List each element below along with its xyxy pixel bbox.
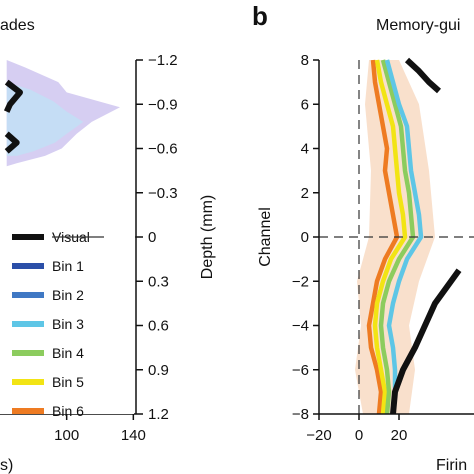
- panel-a-x-label: s): [0, 457, 13, 474]
- depth-tick-label: 0.3: [148, 273, 169, 290]
- depth-tick-label: −0.9: [148, 96, 178, 113]
- y-tick-label: 8: [301, 52, 309, 69]
- legend-label: Bin 5: [52, 374, 84, 390]
- y-tick-label: −6: [292, 362, 309, 379]
- legend-label: Bin 4: [52, 345, 84, 361]
- y-tick-label: 2: [301, 185, 309, 202]
- x-tick-label: 140: [121, 427, 146, 444]
- series-line-visual: [390, 268, 462, 415]
- panel-a-depth-label: Depth (mm): [199, 195, 216, 279]
- legend-label: Bin 6: [52, 403, 84, 419]
- x-tick-label: 0: [355, 427, 363, 444]
- x-tick-label: −20: [306, 427, 331, 444]
- legend-label: Bin 2: [52, 287, 84, 303]
- panel-a-band-2: [6, 82, 84, 156]
- y-tick-label: 6: [301, 96, 309, 113]
- x-tick-label: 20: [391, 427, 408, 444]
- legend-label: Bin 3: [52, 316, 84, 332]
- x-tick-label: 100: [54, 427, 79, 444]
- y-tick-label: −4: [292, 318, 309, 335]
- panel-a-title: ades: [0, 17, 35, 34]
- panel-a-visual-line-1: [3, 79, 23, 113]
- panel-a: ades −1.2 −0.9 −0.6 −0.3 0 0.3 0.6 0.9 1.2 100 14…: [0, 17, 216, 474]
- series-line-visual: [404, 57, 441, 94]
- series-line-bin-5: [372, 59, 408, 415]
- depth-tick-label: 0: [148, 229, 156, 246]
- panel-b-y-label: Channel: [257, 207, 274, 267]
- y-tick-label: −8: [292, 406, 309, 423]
- y-tick-label: −2: [292, 273, 309, 290]
- depth-tick-label: 0.6: [148, 318, 169, 335]
- legend-label: Bin 1: [52, 258, 84, 274]
- depth-tick-label: −0.3: [148, 185, 178, 202]
- panel-b-title: Memory-gui: [376, 17, 460, 34]
- depth-tick-label: 0.9: [148, 362, 169, 379]
- series-line-bin-3: [384, 59, 424, 415]
- panel-b-label: b: [252, 1, 268, 31]
- panel-b-x-label: Firin: [436, 457, 467, 474]
- depth-tick-label: −1.2: [148, 52, 178, 69]
- y-tick-label: 0: [301, 229, 309, 246]
- panel-a-visual-line-2: [4, 131, 20, 154]
- depth-tick-label: 1.2: [148, 406, 169, 423]
- y-tick-label: 4: [301, 141, 309, 158]
- depth-tick-label: −0.6: [148, 141, 178, 158]
